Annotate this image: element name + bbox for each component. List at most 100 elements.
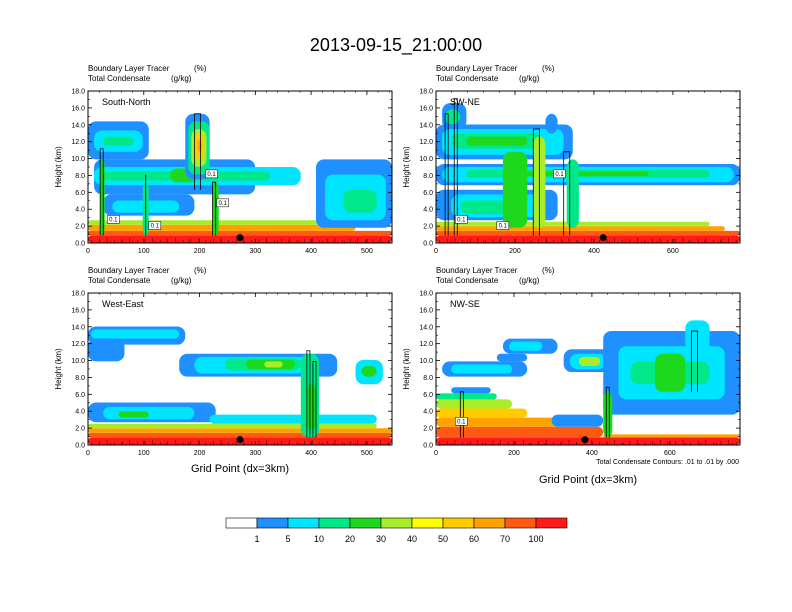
panel-name: South-North [102, 97, 151, 107]
y-tick-label: 8.0 [75, 375, 85, 382]
field-patch [88, 220, 332, 225]
header-condensate-label: Total Condensate [436, 74, 499, 83]
y-tick-label: 6.0 [75, 392, 85, 399]
x-tick-label: 0 [434, 450, 438, 457]
site-marker [236, 234, 244, 242]
panel-west-east: 0.0 2.0 4.0 6.0 8.0 10.0 12.0 14.0 16.0 18.0 0 100 2… [54, 266, 393, 457]
x-tick-label: 600 [664, 450, 676, 457]
y-axis-title: Height (km) [402, 348, 411, 390]
field-patch [603, 391, 613, 438]
field-patch [118, 411, 149, 418]
tracer-field [88, 91, 392, 243]
colorbar-label: 50 [438, 534, 448, 544]
colorbar-swatch [535, 517, 568, 529]
header-condensate-unit: (g/kg) [519, 74, 540, 83]
field-patch [451, 387, 491, 394]
x-tick-label: 500 [361, 248, 373, 255]
y-tick-label: 18.0 [419, 89, 433, 96]
field-patch [88, 423, 377, 429]
condensate-contour [532, 128, 540, 236]
condensate-contour [212, 181, 217, 236]
y-tick-label: 18.0 [71, 291, 85, 298]
y-tick-label: 10.0 [419, 358, 433, 365]
condensate-contour [453, 98, 458, 236]
field-patch [103, 407, 195, 420]
field-patch [445, 109, 461, 125]
field-patch [545, 113, 558, 134]
condensate-contour [459, 391, 464, 438]
header-tracer-unit: (%) [194, 64, 207, 73]
condensate-contour [312, 361, 317, 438]
header-condensate-label: Total Condensate [88, 74, 151, 83]
x-tick-label: 400 [305, 450, 317, 457]
field-patch [88, 428, 392, 433]
contour-label: 0.1 [218, 201, 227, 207]
field-patch [436, 230, 740, 236]
field-patch [436, 426, 604, 438]
y-tick-label: 8.0 [423, 375, 433, 382]
panel-south-north: 0.1 0.1 0.1 0.1 0.0 2.0 4.0 6.0 8.0 10.0 12.0 14.0 1… [54, 64, 393, 255]
y-tick-label: 10.0 [419, 156, 433, 163]
field-patch [578, 356, 601, 366]
header-tracer-unit: (%) [194, 266, 207, 275]
x-tick-label: 200 [509, 248, 521, 255]
contour-label: 0.1 [151, 223, 160, 229]
field-patch [88, 224, 356, 231]
contour-note: Total Condensate Contours: .01 to .01 by… [596, 459, 739, 466]
header-tracer-unit: (%) [542, 64, 555, 73]
field-patch [566, 159, 579, 228]
y-axis-title: Height (km) [402, 146, 411, 188]
x-tick-label: 600 [667, 248, 679, 255]
site-marker [236, 436, 244, 444]
field-patch [88, 230, 392, 236]
field-patch [436, 417, 558, 427]
colorbar-swatch [287, 517, 320, 529]
colorbar-label: 5 [285, 534, 290, 544]
contour-label: 0.1 [109, 217, 118, 223]
contour-label: 0.1 [457, 217, 466, 223]
field-patch [436, 399, 512, 409]
colorbar: 1 5 10 20 30 40 50 60 70 100 [225, 517, 568, 544]
contour-label: 0.1 [555, 172, 564, 178]
colorbar-label: 100 [528, 534, 543, 544]
colorbar-swatch [411, 517, 444, 529]
y-tick-label: 2.0 [423, 426, 433, 433]
panels-group: 0.1 0.1 0.1 0.1 0.0 2.0 4.0 6.0 8.0 10.0 12.0 14.0 1… [54, 64, 741, 457]
contour-label-box [455, 215, 468, 224]
y-tick-label: 18.0 [71, 89, 85, 96]
colorbar-swatch [256, 517, 289, 529]
contour-label-box [455, 417, 468, 426]
panel-name: NW-SE [450, 299, 480, 309]
x-tick-label: 400 [588, 248, 600, 255]
header-condensate-label: Total Condensate [436, 276, 499, 285]
x-tick-label: 500 [361, 450, 373, 457]
y-tick-label: 8.0 [75, 173, 85, 180]
site-marker [581, 436, 589, 444]
x-axis-label-left: Grid Point (dx=3km) [191, 463, 289, 475]
y-tick-label: 2.0 [75, 224, 85, 231]
colorbar-swatch [473, 517, 506, 529]
field-patch [496, 353, 528, 362]
field-patch [103, 136, 134, 146]
x-tick-label: 400 [586, 450, 598, 457]
header-tracer-label: Boundary Layer Tracer [88, 266, 170, 275]
header-condensate-unit: (g/kg) [171, 276, 192, 285]
condensate-contour [194, 113, 201, 190]
y-tick-label: 6.0 [423, 392, 433, 399]
y-tick-label: 12.0 [71, 341, 85, 348]
header-tracer-label: Boundary Layer Tracer [88, 64, 170, 73]
colorbar-label: 10 [314, 534, 324, 544]
x-tick-label: 100 [138, 248, 150, 255]
contour-label: 0.1 [457, 419, 466, 425]
field-patch [451, 364, 512, 374]
field-patch [264, 361, 283, 368]
field-patch [436, 235, 740, 243]
field-patch [88, 338, 125, 362]
colorbar-label: 60 [469, 534, 479, 544]
colorbar-swatch [442, 517, 475, 529]
field-patch [361, 365, 377, 377]
condensate-contour [306, 350, 311, 438]
x-tick-label: 200 [508, 450, 520, 457]
contour-label-box [107, 215, 120, 224]
field-patch [100, 159, 105, 236]
